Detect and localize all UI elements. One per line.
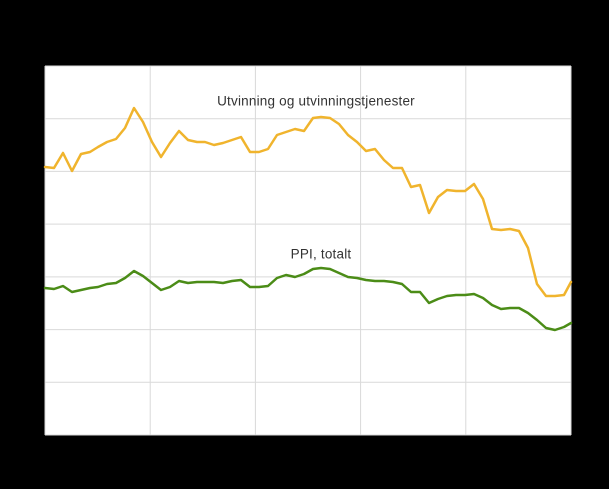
series-line-utvinning [43,106,573,298]
plot-background [45,66,571,435]
series-line-ppi-totalt [43,266,573,332]
series-label-utvinning: Utvinning og utvinningstjenester [217,93,415,109]
series-label-ppi-totalt: PPI, totalt [290,246,352,262]
